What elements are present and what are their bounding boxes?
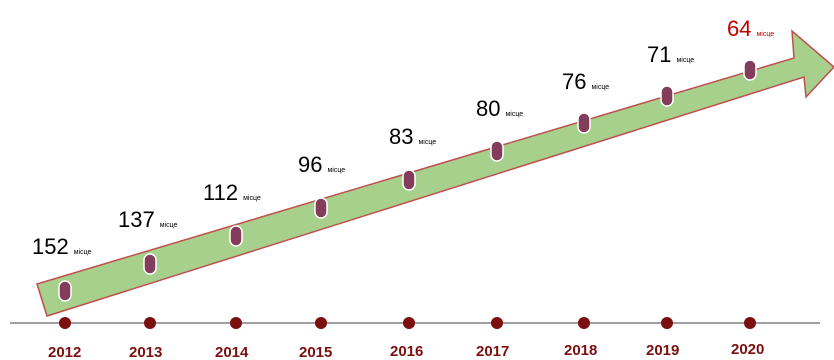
rank-value-2012: 152 — [32, 234, 69, 259]
rank-unit-2019: місце — [676, 56, 694, 64]
rank-label-2018: 76 місце — [562, 69, 609, 94]
rank-unit-2017: місце — [505, 110, 523, 118]
rank-label-2019: 71 місце — [647, 42, 694, 67]
rank-unit-2018: місце — [591, 83, 609, 91]
rank-label-2014: 112 місце — [203, 180, 261, 205]
rank-value-2018: 76 — [562, 69, 586, 94]
rank-marker-2012 — [58, 280, 72, 302]
rank-label-2020: 64 місце — [727, 16, 774, 41]
rank-value-2016: 83 — [389, 124, 413, 149]
rank-unit-2016: місце — [418, 138, 436, 146]
rank-label-2012: 152 місце — [32, 234, 92, 259]
rank-unit-2014: місце — [243, 194, 261, 202]
year-label-2014: 2014 — [215, 344, 249, 360]
rank-unit-2020: місце — [756, 30, 774, 38]
markers-layer: 2012 152 місце 2013 137 місце 2014 112 місце 2015… — [32, 16, 774, 360]
rank-value-2020: 64 — [727, 16, 751, 41]
rank-marker-2017 — [490, 140, 504, 162]
rank-label-2017: 80 місце — [476, 96, 523, 121]
year-label-2016: 2016 — [390, 343, 423, 360]
timeline-dot-2018 — [578, 317, 590, 329]
year-label-2012: 2012 — [48, 344, 81, 360]
rank-marker-2019 — [660, 85, 674, 107]
rank-marker-2014 — [229, 225, 243, 247]
rank-value-2013: 137 — [118, 207, 155, 232]
timeline-dot-2012 — [59, 317, 71, 329]
timeline-dot-2016 — [403, 317, 415, 329]
timeline-dot-2017 — [491, 317, 503, 329]
rank-marker-2016 — [402, 169, 416, 191]
rank-marker-2013 — [143, 253, 157, 275]
progress-arrow — [36, 29, 834, 317]
rank-label-2016: 83 місце — [389, 124, 436, 149]
rank-label-2013: 137 місце — [118, 207, 178, 232]
year-label-2019: 2019 — [646, 342, 679, 359]
year-label-2015: 2015 — [299, 344, 332, 360]
year-label-2018: 2018 — [564, 342, 597, 359]
timeline-dot-2015 — [315, 317, 327, 329]
year-label-2013: 2013 — [129, 344, 162, 360]
rank-value-2015: 96 — [298, 152, 322, 177]
rank-unit-2015: місце — [327, 166, 345, 174]
year-label-2020: 2020 — [731, 341, 764, 358]
rank-label-2015: 96 місце — [298, 152, 345, 177]
rank-unit-2013: місце — [160, 221, 178, 229]
timeline-dot-2019 — [661, 317, 673, 329]
timeline-dot-2020 — [744, 317, 756, 329]
rank-unit-2012: місце — [74, 248, 92, 256]
rank-value-2019: 71 — [647, 42, 671, 67]
rank-value-2017: 80 — [476, 96, 500, 121]
timeline-dot-2013 — [144, 317, 156, 329]
rank-value-2014: 112 — [203, 180, 238, 205]
rank-marker-2018 — [577, 112, 591, 134]
rank-marker-2015 — [314, 197, 328, 219]
rank-marker-2020 — [743, 59, 757, 81]
year-label-2017: 2017 — [476, 343, 509, 360]
timeline-dot-2014 — [230, 317, 242, 329]
